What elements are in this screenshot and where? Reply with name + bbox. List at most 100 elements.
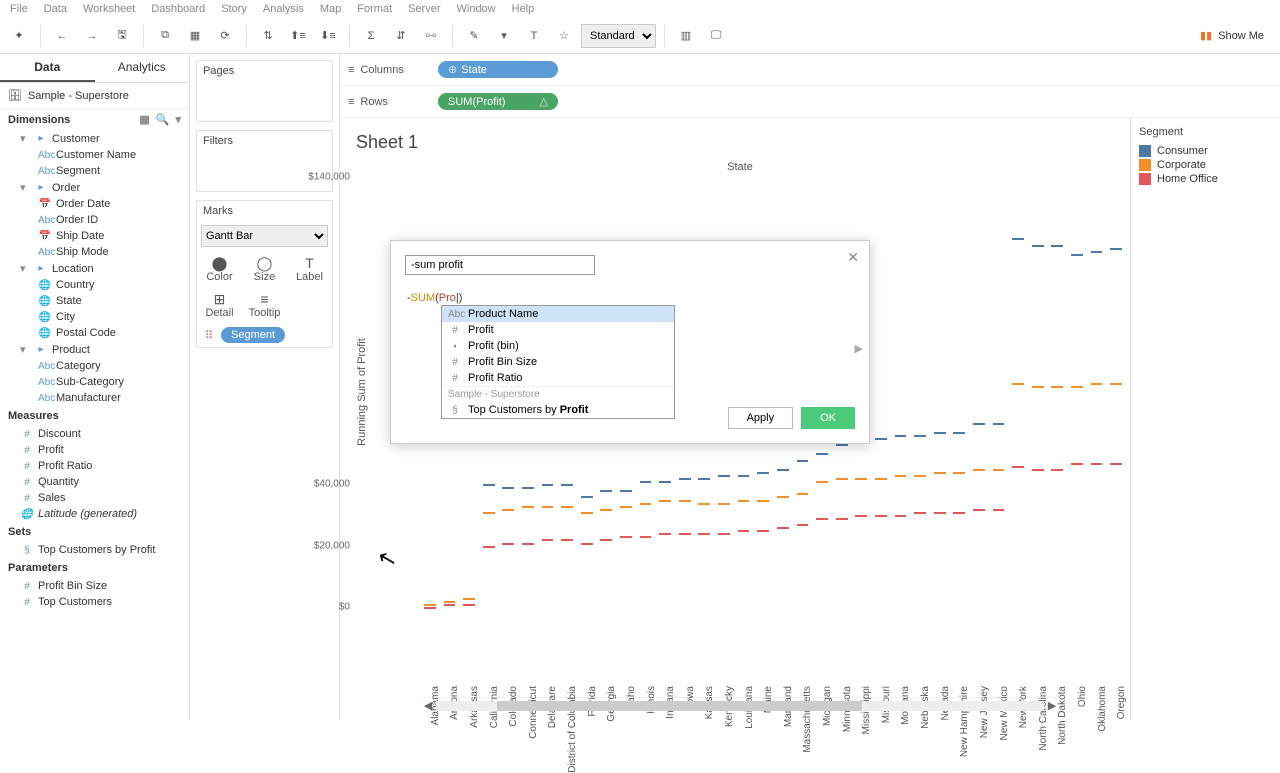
- field-customer-name[interactable]: AbcCustomer Name: [4, 147, 185, 163]
- gantt-mark[interactable]: [757, 530, 769, 532]
- ok-button[interactable]: OK: [801, 407, 855, 429]
- gantt-mark[interactable]: [718, 475, 730, 477]
- tab-analytics[interactable]: Analytics: [95, 54, 190, 82]
- gantt-mark[interactable]: [424, 604, 436, 606]
- field-order-id[interactable]: AbcOrder ID: [4, 212, 185, 228]
- gantt-mark[interactable]: [757, 500, 769, 502]
- set-item[interactable]: §Top Customers by Profit: [4, 542, 185, 558]
- gantt-mark[interactable]: [698, 533, 710, 535]
- sheet-title[interactable]: Sheet 1: [350, 128, 1130, 161]
- menu-analysis[interactable]: Analysis: [263, 3, 304, 15]
- autocomplete-item[interactable]: #Profit Ratio: [442, 370, 674, 386]
- menu-story[interactable]: Story: [221, 3, 247, 15]
- apply-button[interactable]: Apply: [728, 407, 794, 429]
- mark-type-select[interactable]: Gantt Bar: [201, 225, 328, 247]
- menu-server[interactable]: Server: [408, 3, 440, 15]
- new-worksheet-icon[interactable]: ▦: [182, 23, 208, 49]
- field-state[interactable]: 🌐State: [4, 293, 185, 309]
- pin-icon[interactable]: ☆: [551, 23, 577, 49]
- gantt-mark[interactable]: [1110, 383, 1122, 385]
- gantt-mark[interactable]: [934, 512, 946, 514]
- field-category[interactable]: AbcCategory: [4, 358, 185, 374]
- gantt-mark[interactable]: [738, 475, 750, 477]
- sort-alpha-icon[interactable]: ⇵: [388, 23, 414, 49]
- gantt-mark[interactable]: [620, 506, 632, 508]
- legend-item[interactable]: Consumer: [1139, 144, 1272, 158]
- gantt-mark[interactable]: [659, 481, 671, 483]
- gantt-mark[interactable]: [600, 490, 612, 492]
- gantt-mark[interactable]: [777, 469, 789, 471]
- menu-dashboard[interactable]: Dashboard: [151, 3, 205, 15]
- field-segment[interactable]: AbcSegment: [4, 163, 185, 179]
- gantt-mark[interactable]: [914, 475, 926, 477]
- gantt-mark[interactable]: [777, 496, 789, 498]
- gantt-mark[interactable]: [502, 543, 514, 545]
- gantt-mark[interactable]: [542, 506, 554, 508]
- gantt-mark[interactable]: [444, 604, 456, 606]
- menu-map[interactable]: Map: [320, 3, 341, 15]
- gantt-mark[interactable]: [1012, 383, 1024, 385]
- gantt-mark[interactable]: [973, 469, 985, 471]
- gantt-mark[interactable]: [444, 601, 456, 603]
- gantt-mark[interactable]: [679, 500, 691, 502]
- gantt-mark[interactable]: [1051, 245, 1063, 247]
- forward-icon[interactable]: →: [79, 23, 105, 49]
- gantt-mark[interactable]: [836, 444, 848, 446]
- field-city[interactable]: 🌐City: [4, 309, 185, 325]
- gantt-mark[interactable]: [738, 530, 750, 532]
- segment-pill[interactable]: Segment: [221, 327, 285, 343]
- gantt-mark[interactable]: [993, 469, 1005, 471]
- gantt-mark[interactable]: [483, 546, 495, 548]
- field-country[interactable]: 🌐Country: [4, 277, 185, 293]
- gantt-mark[interactable]: [1032, 386, 1044, 388]
- menu-format[interactable]: Format: [357, 3, 392, 15]
- gantt-mark[interactable]: [836, 478, 848, 480]
- legend-item[interactable]: Corporate: [1139, 158, 1272, 172]
- gantt-mark[interactable]: [1051, 386, 1063, 388]
- param-item[interactable]: #Profit Bin Size: [4, 578, 185, 594]
- gantt-mark[interactable]: [973, 423, 985, 425]
- gantt-mark[interactable]: [1091, 251, 1103, 253]
- gantt-mark[interactable]: [522, 506, 534, 508]
- gantt-mark[interactable]: [561, 506, 573, 508]
- refresh-icon[interactable]: ⟳: [212, 23, 238, 49]
- gantt-mark[interactable]: [1110, 463, 1122, 465]
- swap-icon[interactable]: ⇅: [255, 23, 281, 49]
- gantt-mark[interactable]: [640, 481, 652, 483]
- gantt-mark[interactable]: [934, 432, 946, 434]
- save-icon[interactable]: 🖫: [109, 23, 135, 49]
- measure-discount[interactable]: #Discount: [4, 426, 185, 442]
- gantt-mark[interactable]: [1032, 469, 1044, 471]
- gantt-mark[interactable]: [1012, 466, 1024, 468]
- new-datasource-icon[interactable]: ⧉: [152, 23, 178, 49]
- sort-asc-icon[interactable]: ⬆≡: [285, 23, 311, 49]
- gantt-mark[interactable]: [542, 539, 554, 541]
- gantt-mark[interactable]: [757, 472, 769, 474]
- gantt-mark[interactable]: [1091, 463, 1103, 465]
- back-icon[interactable]: ←: [49, 23, 75, 49]
- gantt-mark[interactable]: [816, 518, 828, 520]
- gantt-mark[interactable]: [816, 453, 828, 455]
- gantt-mark[interactable]: [836, 518, 848, 520]
- datasource-item[interactable]: 🗄 Sample - Superstore: [0, 83, 189, 109]
- autocomplete-item[interactable]: ⬪Profit (bin): [442, 338, 674, 354]
- gantt-mark[interactable]: [855, 515, 867, 517]
- gantt-mark[interactable]: [620, 490, 632, 492]
- rows-profit-pill[interactable]: SUM(Profit)△: [438, 93, 558, 110]
- expand-icon[interactable]: ▶: [855, 342, 863, 355]
- group-icon[interactable]: ⧟: [418, 23, 444, 49]
- highlight-icon[interactable]: ✎: [461, 23, 487, 49]
- marks-color[interactable]: ⬤Color: [197, 251, 242, 287]
- columns-shelf[interactable]: ≡Columns ⊕State: [340, 54, 1280, 86]
- calc-name-input[interactable]: [405, 255, 595, 275]
- gantt-mark[interactable]: [542, 484, 554, 486]
- gantt-mark[interactable]: [463, 604, 475, 606]
- gantt-mark[interactable]: [1071, 463, 1083, 465]
- folder-product[interactable]: ▾▸Product: [4, 341, 185, 358]
- gantt-mark[interactable]: [483, 512, 495, 514]
- gantt-mark[interactable]: [953, 432, 965, 434]
- marks-label[interactable]: TLabel: [287, 251, 332, 287]
- menu-data[interactable]: Data: [44, 3, 67, 15]
- field-postal-code[interactable]: 🌐Postal Code: [4, 325, 185, 341]
- gantt-mark[interactable]: [679, 533, 691, 535]
